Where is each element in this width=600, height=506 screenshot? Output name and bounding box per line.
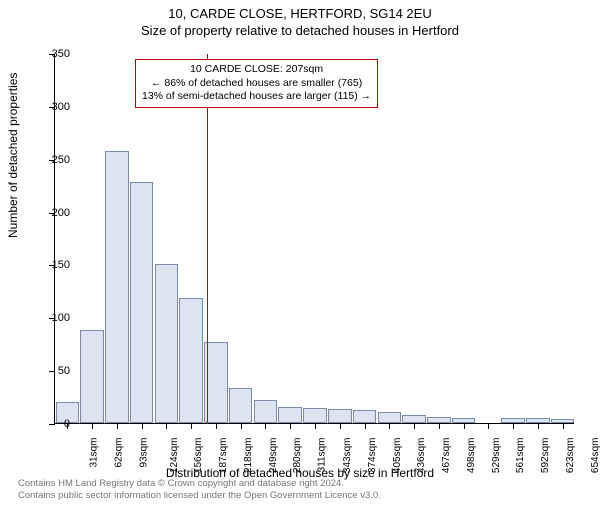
x-tick xyxy=(290,423,291,429)
y-tick-label: 350 xyxy=(30,48,70,60)
y-tick-label: 250 xyxy=(30,154,70,166)
y-tick-label: 300 xyxy=(30,101,70,113)
callout-line-2: ← 86% of detached houses are smaller (76… xyxy=(142,77,371,91)
chart-area: 31sqm62sqm93sqm124sqm156sqm187sqm218sqm2… xyxy=(54,54,574,424)
histogram-bar xyxy=(378,412,402,423)
x-tick xyxy=(513,423,514,429)
x-tick-label: 93sqm xyxy=(138,438,149,468)
x-tick xyxy=(166,423,167,429)
x-tick xyxy=(414,423,415,429)
x-tick xyxy=(389,423,390,429)
histogram-bar xyxy=(278,407,302,423)
y-tick-label: 200 xyxy=(30,207,70,219)
y-tick-label: 50 xyxy=(30,365,70,377)
histogram-bar xyxy=(130,182,154,423)
histogram-bar xyxy=(155,264,179,423)
x-tick xyxy=(315,423,316,429)
footer-attribution: Contains HM Land Registry data © Crown c… xyxy=(18,478,381,502)
plot-area: 31sqm62sqm93sqm124sqm156sqm187sqm218sqm2… xyxy=(54,54,574,424)
y-tick-label: 150 xyxy=(30,259,70,271)
page-title-sub: Size of property relative to detached ho… xyxy=(0,23,600,38)
histogram-bar xyxy=(353,410,377,423)
histogram-bar xyxy=(105,151,129,423)
x-tick xyxy=(92,423,93,429)
x-tick xyxy=(365,423,366,429)
callout-box: 10 CARDE CLOSE: 207sqm← 86% of detached … xyxy=(135,59,378,108)
x-tick xyxy=(265,423,266,429)
y-tick-label: 0 xyxy=(30,418,70,430)
marker-line xyxy=(207,54,208,424)
x-tick xyxy=(563,423,564,429)
histogram-bar xyxy=(179,298,203,423)
x-tick xyxy=(241,423,242,429)
callout-line-1: 10 CARDE CLOSE: 207sqm xyxy=(142,63,371,77)
x-tick xyxy=(488,423,489,429)
x-tick xyxy=(117,423,118,429)
histogram-bar xyxy=(229,388,253,423)
x-tick xyxy=(538,423,539,429)
footer-line-2: Contains public sector information licen… xyxy=(18,490,381,502)
x-tick xyxy=(142,423,143,429)
y-axis-label: Number of detached properties xyxy=(6,73,20,238)
x-tick-label: 31sqm xyxy=(89,438,100,468)
page-title-main: 10, CARDE CLOSE, HERTFORD, SG14 2EU xyxy=(0,6,600,21)
histogram-bar xyxy=(80,330,104,423)
histogram-bar xyxy=(328,409,352,423)
footer-line-1: Contains HM Land Registry data © Crown c… xyxy=(18,478,381,490)
histogram-bar xyxy=(254,400,278,423)
histogram-bar xyxy=(303,408,327,423)
x-tick xyxy=(191,423,192,429)
y-tick-label: 100 xyxy=(30,312,70,324)
x-tick xyxy=(464,423,465,429)
callout-line-3: 13% of semi-detached houses are larger (… xyxy=(142,90,371,104)
x-tick xyxy=(216,423,217,429)
x-tick xyxy=(439,423,440,429)
x-tick xyxy=(340,423,341,429)
histogram-bar xyxy=(402,415,426,423)
x-tick-label: 62sqm xyxy=(114,438,125,468)
